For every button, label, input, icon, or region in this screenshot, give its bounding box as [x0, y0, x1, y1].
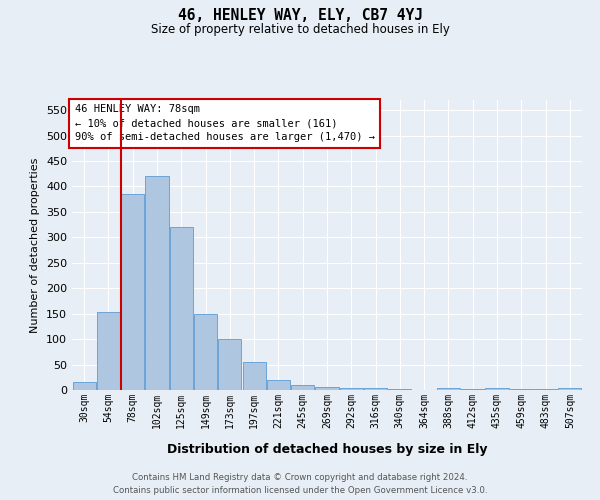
Bar — [97, 312, 120, 390]
Bar — [461, 389, 484, 390]
Bar — [437, 388, 460, 390]
Bar — [559, 388, 581, 390]
Bar — [242, 362, 266, 390]
Y-axis label: Number of detached properties: Number of detached properties — [31, 158, 40, 332]
Bar — [121, 194, 144, 390]
Text: 46 HENLEY WAY: 78sqm
← 10% of detached houses are smaller (161)
90% of semi-deta: 46 HENLEY WAY: 78sqm ← 10% of detached h… — [74, 104, 374, 142]
Bar — [267, 380, 290, 390]
Bar — [145, 176, 169, 390]
Text: Contains HM Land Registry data © Crown copyright and database right 2024.
Contai: Contains HM Land Registry data © Crown c… — [113, 474, 487, 495]
Bar — [364, 388, 387, 390]
Bar — [388, 389, 412, 390]
Bar — [340, 388, 363, 390]
Bar — [194, 314, 217, 390]
Text: Distribution of detached houses by size in Ely: Distribution of detached houses by size … — [167, 442, 487, 456]
Bar — [218, 339, 241, 390]
Bar — [316, 388, 338, 390]
Bar — [170, 227, 193, 390]
Text: 46, HENLEY WAY, ELY, CB7 4YJ: 46, HENLEY WAY, ELY, CB7 4YJ — [178, 8, 422, 22]
Text: Size of property relative to detached houses in Ely: Size of property relative to detached ho… — [151, 22, 449, 36]
Bar — [534, 389, 557, 390]
Bar — [485, 388, 509, 390]
Bar — [291, 385, 314, 390]
Bar — [73, 382, 95, 390]
